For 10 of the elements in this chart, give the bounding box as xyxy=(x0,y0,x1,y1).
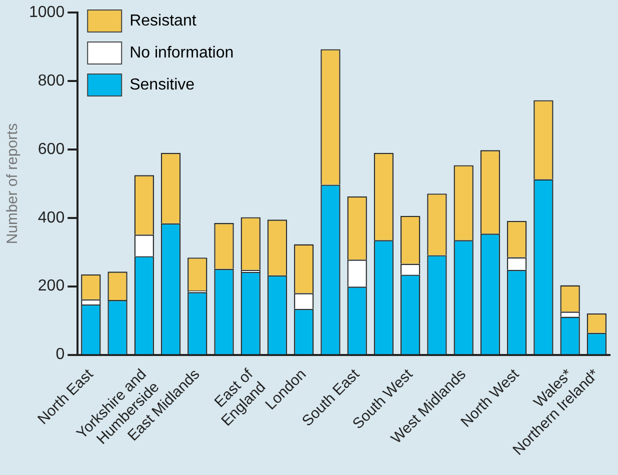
y-tick-label: 600 xyxy=(38,140,65,158)
y-axis-title: Number of reports xyxy=(4,123,22,244)
y-tick-label: 800 xyxy=(38,72,65,90)
y-tick-label: 1000 xyxy=(29,4,65,22)
legend-label: No information xyxy=(130,44,234,62)
y-tick-label: 200 xyxy=(38,278,65,295)
legend-label: Resistant xyxy=(130,12,197,30)
y-tick-label: 400 xyxy=(38,209,65,226)
legend-label: Sensitive xyxy=(130,76,195,94)
y-tick-label: 0 xyxy=(56,346,65,364)
